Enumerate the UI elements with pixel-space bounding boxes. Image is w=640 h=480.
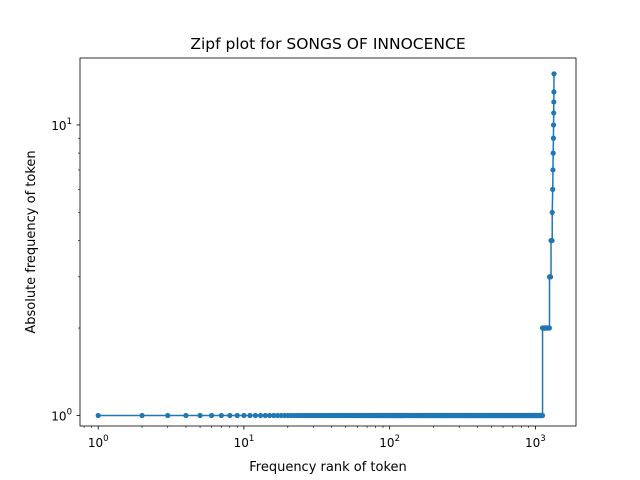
- data-point: [550, 150, 556, 156]
- data-point: [252, 412, 259, 419]
- data-point: [139, 412, 145, 419]
- data-point: [547, 274, 554, 280]
- data-point: [247, 412, 253, 419]
- data-point: [550, 186, 556, 192]
- data-point: [209, 412, 215, 419]
- plot-area: [95, 71, 557, 419]
- x-tick-label: 102: [379, 434, 400, 450]
- x-tick-label: 101: [234, 434, 255, 450]
- x-tick-label: 100: [88, 434, 109, 450]
- chart-title: Zipf plot for SONGS OF INNOCENCE: [190, 35, 465, 53]
- axes-frame: [79, 57, 577, 427]
- data-point: [546, 325, 553, 331]
- data-point: [551, 99, 557, 105]
- data-point: [197, 412, 203, 419]
- data-point: [550, 167, 556, 173]
- data-point: [551, 89, 557, 95]
- axes: 100 101 102 103 100 101: [51, 57, 577, 450]
- data-point: [266, 412, 273, 419]
- y-tick-label: 101: [51, 117, 72, 133]
- y-tick-label: 100: [51, 407, 72, 423]
- x-axis-label: Frequency rank of token: [249, 460, 407, 475]
- data-point: [271, 412, 277, 419]
- data-point: [539, 412, 546, 419]
- data-point: [550, 135, 557, 141]
- data-point: [274, 412, 281, 419]
- data-point: [227, 412, 233, 419]
- data-point: [241, 412, 247, 419]
- data-point: [95, 412, 101, 419]
- data-point: [549, 237, 555, 244]
- x-tick-label: 103: [525, 434, 546, 450]
- series-line: [98, 73, 555, 417]
- data-point: [549, 209, 555, 216]
- data-point: [551, 71, 557, 77]
- data-point: [218, 412, 224, 419]
- data-point: [551, 110, 557, 116]
- data-point: [262, 412, 268, 419]
- data-point: [550, 122, 557, 128]
- data-point: [257, 412, 264, 419]
- y-axis-label: Absolute frequency of token: [24, 150, 39, 333]
- data-point: [165, 412, 171, 419]
- data-point: [183, 412, 189, 419]
- data-point: [234, 412, 240, 419]
